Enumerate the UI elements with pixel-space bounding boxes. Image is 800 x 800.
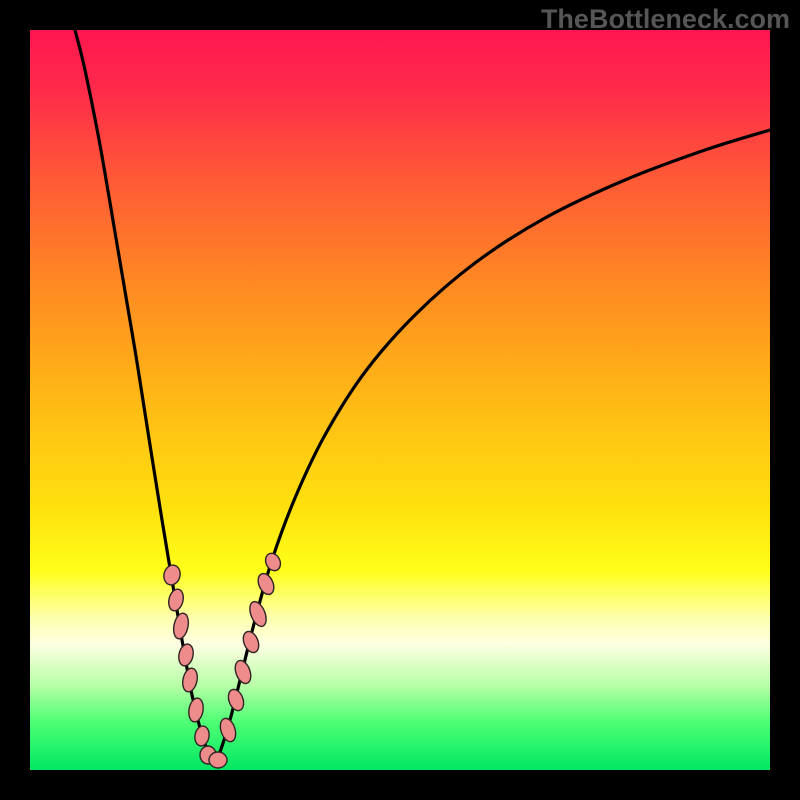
chart-svg xyxy=(0,0,800,800)
chart-root: TheBottleneck.com xyxy=(0,0,800,800)
bead-marker xyxy=(209,752,227,768)
watermark-text: TheBottleneck.com xyxy=(541,4,790,35)
gradient-background xyxy=(30,30,770,770)
